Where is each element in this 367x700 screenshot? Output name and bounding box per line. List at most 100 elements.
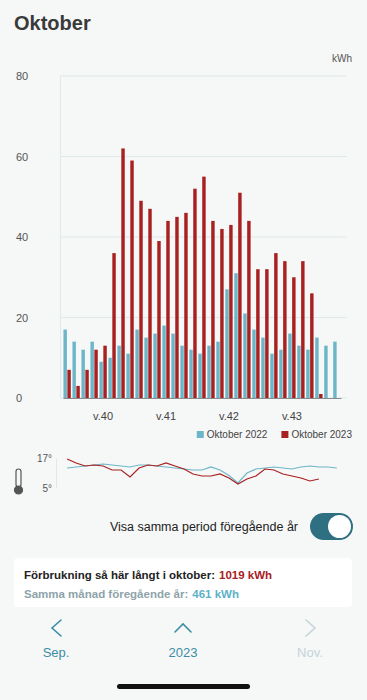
temperature-line [67, 459, 319, 484]
bar [153, 334, 156, 398]
bar [288, 334, 291, 398]
axis-unit: kWh [332, 53, 352, 64]
bar-chart: kWh 0 20 40 60 80 v.40 v.41 v.42 v.43 [16, 53, 352, 422]
bar [67, 370, 70, 398]
bar [90, 342, 93, 398]
x-tick: v.42 [219, 410, 239, 422]
toggle-knob[interactable] [328, 515, 351, 538]
bar [85, 370, 88, 398]
y-axis: 17°5° [37, 453, 57, 494]
bar [333, 342, 336, 398]
toggle-track[interactable] [310, 513, 353, 540]
page-title: Oktober [14, 12, 91, 34]
toggle-switch[interactable] [310, 513, 353, 540]
bar [261, 338, 264, 398]
bar [229, 225, 232, 398]
bar [243, 313, 246, 398]
summary-previous: Samma månad föregående år: 461 kWh [24, 588, 239, 600]
y-tick-label: 60 [16, 151, 28, 163]
legend-label: Oktober 2023 [291, 429, 352, 440]
bar [279, 350, 282, 398]
bar [103, 346, 106, 398]
line-chart: 17°5° [15, 453, 337, 494]
bar [274, 253, 277, 398]
x-tick: v.41 [156, 410, 176, 422]
x-tick-label: v.40 [93, 410, 113, 422]
bar [76, 386, 79, 398]
bars [63, 148, 336, 398]
nav-previous[interactable]: Sep. [43, 620, 70, 660]
bar [202, 177, 205, 398]
y-axis-line [60, 77, 61, 399]
bar [130, 161, 133, 398]
bar [247, 221, 250, 398]
x-tick-label: v.43 [282, 410, 302, 422]
nav-next-label[interactable]: Nov. [297, 645, 323, 660]
x-axis: v.40 v.41 v.42 v.43 [64, 399, 342, 422]
y-tick-label: 20 [16, 312, 28, 324]
bar [256, 269, 259, 398]
grid-line [60, 156, 347, 157]
x-tick: v.43 [282, 410, 302, 422]
bar [189, 350, 192, 398]
toggle-label: Visa samma period föregående år [110, 520, 298, 534]
bar [297, 346, 300, 398]
summary-previous-label: Samma månad föregående år: [24, 588, 188, 600]
bar [238, 193, 241, 398]
bar [180, 346, 183, 398]
bar [117, 346, 120, 398]
nav-previous-label[interactable]: Sep. [43, 645, 70, 660]
nav-next[interactable]: Nov. [297, 620, 323, 660]
nav-current-label[interactable]: 2023 [169, 645, 198, 660]
bar-series [63, 273, 336, 398]
bar [175, 217, 178, 398]
bar [126, 354, 129, 398]
bar [252, 330, 255, 398]
y-tick-label: 80 [16, 70, 28, 82]
bar [72, 342, 75, 398]
x-axis-line [64, 398, 342, 399]
bar [315, 338, 318, 398]
y-axis: 0 20 40 60 80 [16, 70, 61, 404]
summary-previous-value: 461 kWh [192, 588, 239, 600]
screen: Oktober kWh 0 20 40 60 80 v.40 v.41 v.42 v.43 Oktob… [0, 0, 367, 700]
bar [112, 253, 115, 398]
bar [207, 346, 210, 398]
bar [121, 148, 124, 398]
grid [60, 76, 347, 398]
nav-current[interactable]: 2023 [169, 624, 198, 660]
bar [139, 201, 142, 398]
bar [216, 342, 219, 398]
y-tick: 0 [16, 392, 60, 404]
nav-current-chevron[interactable] [175, 624, 191, 632]
bar [166, 221, 169, 398]
y-tick: 40 [16, 231, 60, 243]
bar [108, 358, 111, 398]
bar-series [67, 148, 322, 398]
summary-current: Förbrukning så här långt i oktober:1019 … [24, 569, 272, 581]
bar [144, 338, 147, 398]
bar [171, 334, 174, 398]
nav-next-chevron[interactable] [306, 620, 315, 636]
bar [319, 394, 322, 398]
legend: Oktober 2023Oktober 2022 [197, 429, 353, 440]
legend-swatch [281, 431, 288, 438]
bar [162, 326, 165, 398]
home-indicator [117, 684, 250, 689]
summary-background [14, 558, 352, 607]
lines [67, 459, 337, 484]
bar [301, 261, 304, 398]
bar [306, 350, 309, 398]
summary-current-value: 1019 kWh [219, 569, 272, 581]
bar [310, 293, 313, 398]
y-tick: 80 [16, 70, 60, 82]
y-tick-label: 5° [42, 483, 52, 494]
bar [283, 261, 286, 398]
thermometer-stem [16, 469, 21, 487]
y-tick-label: 40 [16, 231, 28, 243]
nav-previous-chevron[interactable] [52, 620, 61, 636]
bar [270, 354, 273, 398]
grid-line [60, 76, 347, 77]
bar [324, 346, 327, 398]
x-tick: v.40 [93, 410, 113, 422]
